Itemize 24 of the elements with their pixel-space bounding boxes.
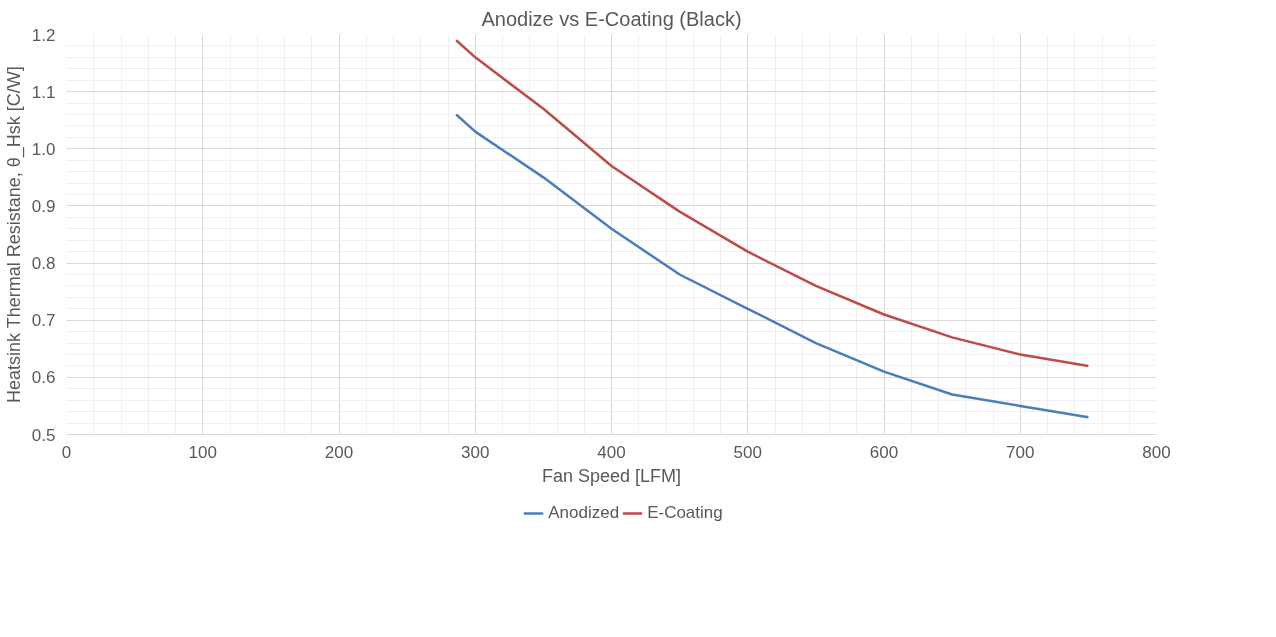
x-tick-label: 700 xyxy=(1006,442,1035,462)
y-tick-label: 1.1 xyxy=(31,82,56,102)
x-tick-label: 200 xyxy=(324,442,354,462)
y-tick-label: 0.7 xyxy=(31,311,56,331)
line-series xyxy=(454,38,1090,368)
x-tick-label: 400 xyxy=(597,442,626,462)
x-tick-label: 300 xyxy=(461,442,490,462)
x-axis-title: Fan Speed [LFM] xyxy=(541,465,682,486)
x-tick-label: 500 xyxy=(733,442,762,462)
line-series xyxy=(454,113,1090,419)
legend-label: E-Coating xyxy=(647,503,723,523)
chart-title: Anodize vs E-Coating (Black) xyxy=(481,7,742,30)
legend-label: Anodized xyxy=(548,503,620,523)
x-tick-label: 100 xyxy=(188,442,217,462)
x-tick-label: 0 xyxy=(61,442,72,462)
y-tick-label: 0.6 xyxy=(31,368,56,388)
y-tick-label: 0.9 xyxy=(31,196,56,216)
y-tick-label: 1.2 xyxy=(31,25,56,45)
y-axis-title: Heatsink Thermal Resistane, θ_Hsk [C/W] xyxy=(3,66,25,404)
x-tick-label: 600 xyxy=(869,442,899,462)
y-tick-label: 0.5 xyxy=(31,425,56,445)
x-tick-label: 800 xyxy=(1142,442,1171,462)
y-tick-label: 0.8 xyxy=(31,254,56,274)
y-tick-label: 1.0 xyxy=(31,139,56,159)
